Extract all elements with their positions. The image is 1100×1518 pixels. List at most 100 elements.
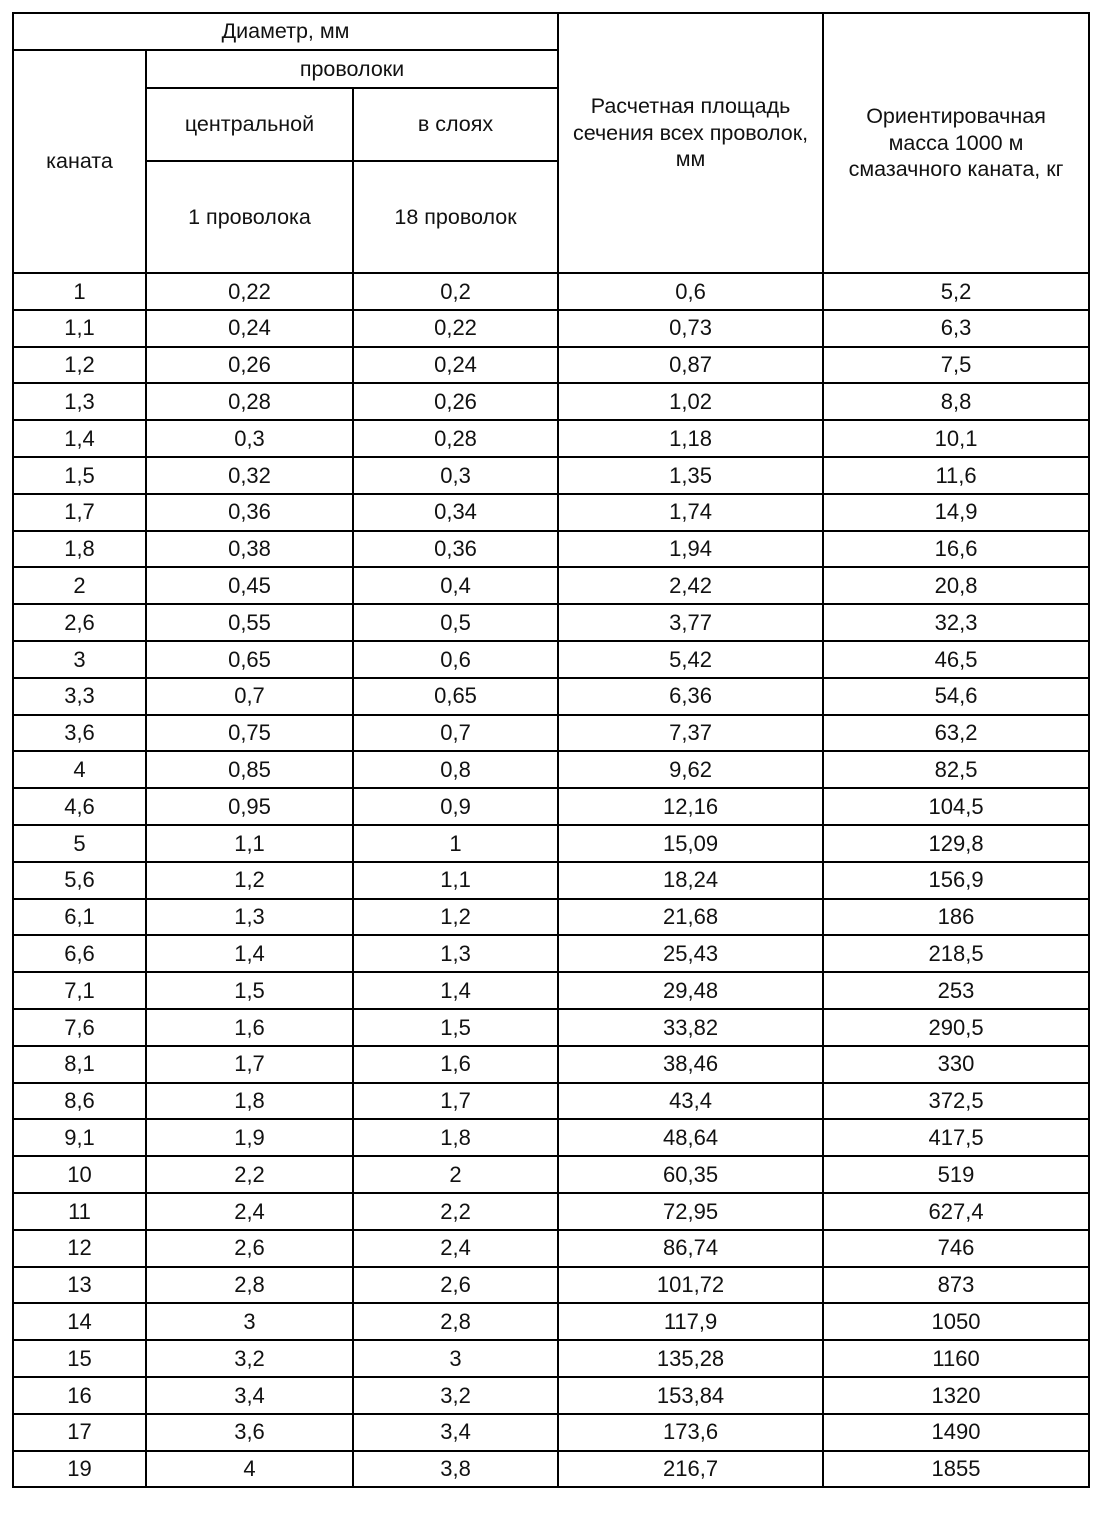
cell-layer-wire: 2,6 <box>351 1265 560 1305</box>
cell-layer-wire: 0,34 <box>351 492 560 532</box>
cell-central-wire: 1,5 <box>145 971 354 1010</box>
cell-mass: 1050 <box>822 1302 1091 1342</box>
table-row: 15 3,2 3 135,28 1160 <box>12 1339 1091 1378</box>
table-row: 16 3,4 3,2 153,84 1320 <box>12 1375 1091 1415</box>
cell-mass: 627,4 <box>822 1191 1091 1231</box>
cell-central-wire: 1,6 <box>145 1007 354 1047</box>
cell-layer-wire: 0,8 <box>351 750 560 790</box>
table-row: 5 1,1 1 15,09 129,8 <box>12 823 1091 863</box>
cell-layer-wire: 3 <box>351 1339 560 1378</box>
cell-mass: 8,8 <box>822 382 1091 422</box>
cell-layer-wire: 1,8 <box>351 1118 560 1158</box>
cell-rope-diameter: 1,2 <box>12 345 147 385</box>
cell-central-wire: 0,24 <box>145 308 354 348</box>
cell-layer-wire: 0,24 <box>351 345 560 385</box>
cell-area: 1,35 <box>557 455 825 495</box>
cell-rope-diameter: 6,6 <box>12 934 147 974</box>
header-layers-count: 18 проволок <box>351 160 560 274</box>
cell-rope-diameter: 1,3 <box>12 382 147 422</box>
table-row: 12 2,6 2,4 86,74 746 <box>12 1228 1091 1268</box>
cell-central-wire: 0,45 <box>145 566 354 606</box>
cell-rope-diameter: 7,1 <box>12 971 147 1010</box>
cell-rope-diameter: 1,8 <box>12 529 147 569</box>
cell-layer-wire: 1,3 <box>351 934 560 974</box>
cell-layer-wire: 0,9 <box>351 787 560 826</box>
table-row: 4 0,85 0,8 9,62 82,5 <box>12 750 1091 790</box>
table-row: 3,6 0,75 0,7 7,37 63,2 <box>12 713 1091 753</box>
cell-central-wire: 1,4 <box>145 934 354 974</box>
cell-area: 48,64 <box>557 1118 825 1158</box>
cell-central-wire: 1,1 <box>145 823 354 863</box>
cell-mass: 104,5 <box>822 787 1091 826</box>
cell-layer-wire: 0,36 <box>351 529 560 569</box>
cell-central-wire: 2,4 <box>145 1191 354 1231</box>
cell-central-wire: 1,2 <box>145 860 354 900</box>
cell-mass: 330 <box>822 1044 1091 1084</box>
cell-area: 72,95 <box>557 1191 825 1231</box>
cell-central-wire: 0,65 <box>145 639 354 679</box>
cell-layer-wire: 0,7 <box>351 713 560 753</box>
table-row: 7,6 1,6 1,5 33,82 290,5 <box>12 1007 1091 1047</box>
table-row: 9,1 1,9 1,8 48,64 417,5 <box>12 1118 1091 1158</box>
cell-rope-diameter: 7,6 <box>12 1007 147 1047</box>
table-row: 5,6 1,2 1,1 18,24 156,9 <box>12 860 1091 900</box>
cell-central-wire: 2,2 <box>145 1155 354 1194</box>
cell-layer-wire: 1,6 <box>351 1044 560 1084</box>
cell-area: 1,94 <box>557 529 825 569</box>
cell-layer-wire: 3,4 <box>351 1412 560 1452</box>
cell-area: 3,77 <box>557 603 825 642</box>
cell-mass: 32,3 <box>822 603 1091 642</box>
cell-mass: 253 <box>822 971 1091 1010</box>
header-mass: Ориентировачная масса 1000 м смазачного … <box>822 12 1091 274</box>
cell-central-wire: 1,7 <box>145 1044 354 1084</box>
cell-mass: 156,9 <box>822 860 1091 900</box>
cell-area: 0,6 <box>557 272 825 311</box>
cell-layer-wire: 2,4 <box>351 1228 560 1268</box>
cell-mass: 10,1 <box>822 419 1091 458</box>
cell-area: 135,28 <box>557 1339 825 1378</box>
table-row: 1 0,22 0,2 0,6 5,2 <box>12 272 1091 311</box>
table-row: 10 2,2 2 60,35 519 <box>12 1155 1091 1194</box>
cell-central-wire: 2,6 <box>145 1228 354 1268</box>
header-wires: проволоки <box>144 49 560 89</box>
cell-mass: 14,9 <box>822 492 1091 532</box>
table-row: 1,3 0,28 0,26 1,02 8,8 <box>12 382 1091 422</box>
cell-layer-wire: 0,26 <box>351 382 560 422</box>
cell-area: 173,6 <box>557 1412 825 1452</box>
cell-rope-diameter: 2 <box>12 566 147 606</box>
table-row: 6,6 1,4 1,3 25,43 218,5 <box>12 934 1091 974</box>
cell-central-wire: 0,36 <box>145 492 354 532</box>
cell-mass: 46,5 <box>822 639 1091 679</box>
cell-area: 25,43 <box>557 934 825 974</box>
cell-mass: 6,3 <box>822 308 1091 348</box>
cell-central-wire: 3,2 <box>145 1339 354 1378</box>
table-row: 8,6 1,8 1,7 43,4 372,5 <box>12 1081 1091 1121</box>
rope-specs-table: Диаметр, мм Расчетная площадь сечения вс… <box>11 12 1091 1489</box>
cell-mass: 1320 <box>822 1375 1091 1415</box>
cell-mass: 20,8 <box>822 566 1091 606</box>
cell-rope-diameter: 8,1 <box>12 1044 147 1084</box>
cell-mass: 746 <box>822 1228 1091 1268</box>
cell-central-wire: 0,95 <box>145 787 354 826</box>
cell-rope-diameter: 1,4 <box>12 419 147 458</box>
table-row: 19 4 3,8 216,7 1855 <box>12 1449 1091 1489</box>
cell-central-wire: 1,8 <box>145 1081 354 1121</box>
cell-layer-wire: 1 <box>351 823 560 863</box>
cell-rope-diameter: 4 <box>12 750 147 790</box>
table-row: 7,1 1,5 1,4 29,48 253 <box>12 971 1091 1010</box>
table-row: 8,1 1,7 1,6 38,46 330 <box>12 1044 1091 1084</box>
cell-layer-wire: 0,28 <box>351 419 560 458</box>
table-row: 1,2 0,26 0,24 0,87 7,5 <box>12 345 1091 385</box>
header-diameter: Диаметр, мм <box>11 12 560 51</box>
cell-layer-wire: 0,3 <box>351 455 560 495</box>
cell-area: 6,36 <box>557 676 825 716</box>
header-layers: в слоях <box>351 87 560 162</box>
cell-area: 15,09 <box>557 823 825 863</box>
cell-layer-wire: 0,22 <box>351 308 560 348</box>
table-row: 1,5 0,32 0,3 1,35 11,6 <box>12 455 1091 495</box>
cell-rope-diameter: 1 <box>12 272 147 311</box>
cell-rope-diameter: 15 <box>12 1339 147 1378</box>
cell-layer-wire: 0,5 <box>351 603 560 642</box>
cell-mass: 7,5 <box>822 345 1091 385</box>
table-row: 3,3 0,7 0,65 6,36 54,6 <box>12 676 1091 716</box>
